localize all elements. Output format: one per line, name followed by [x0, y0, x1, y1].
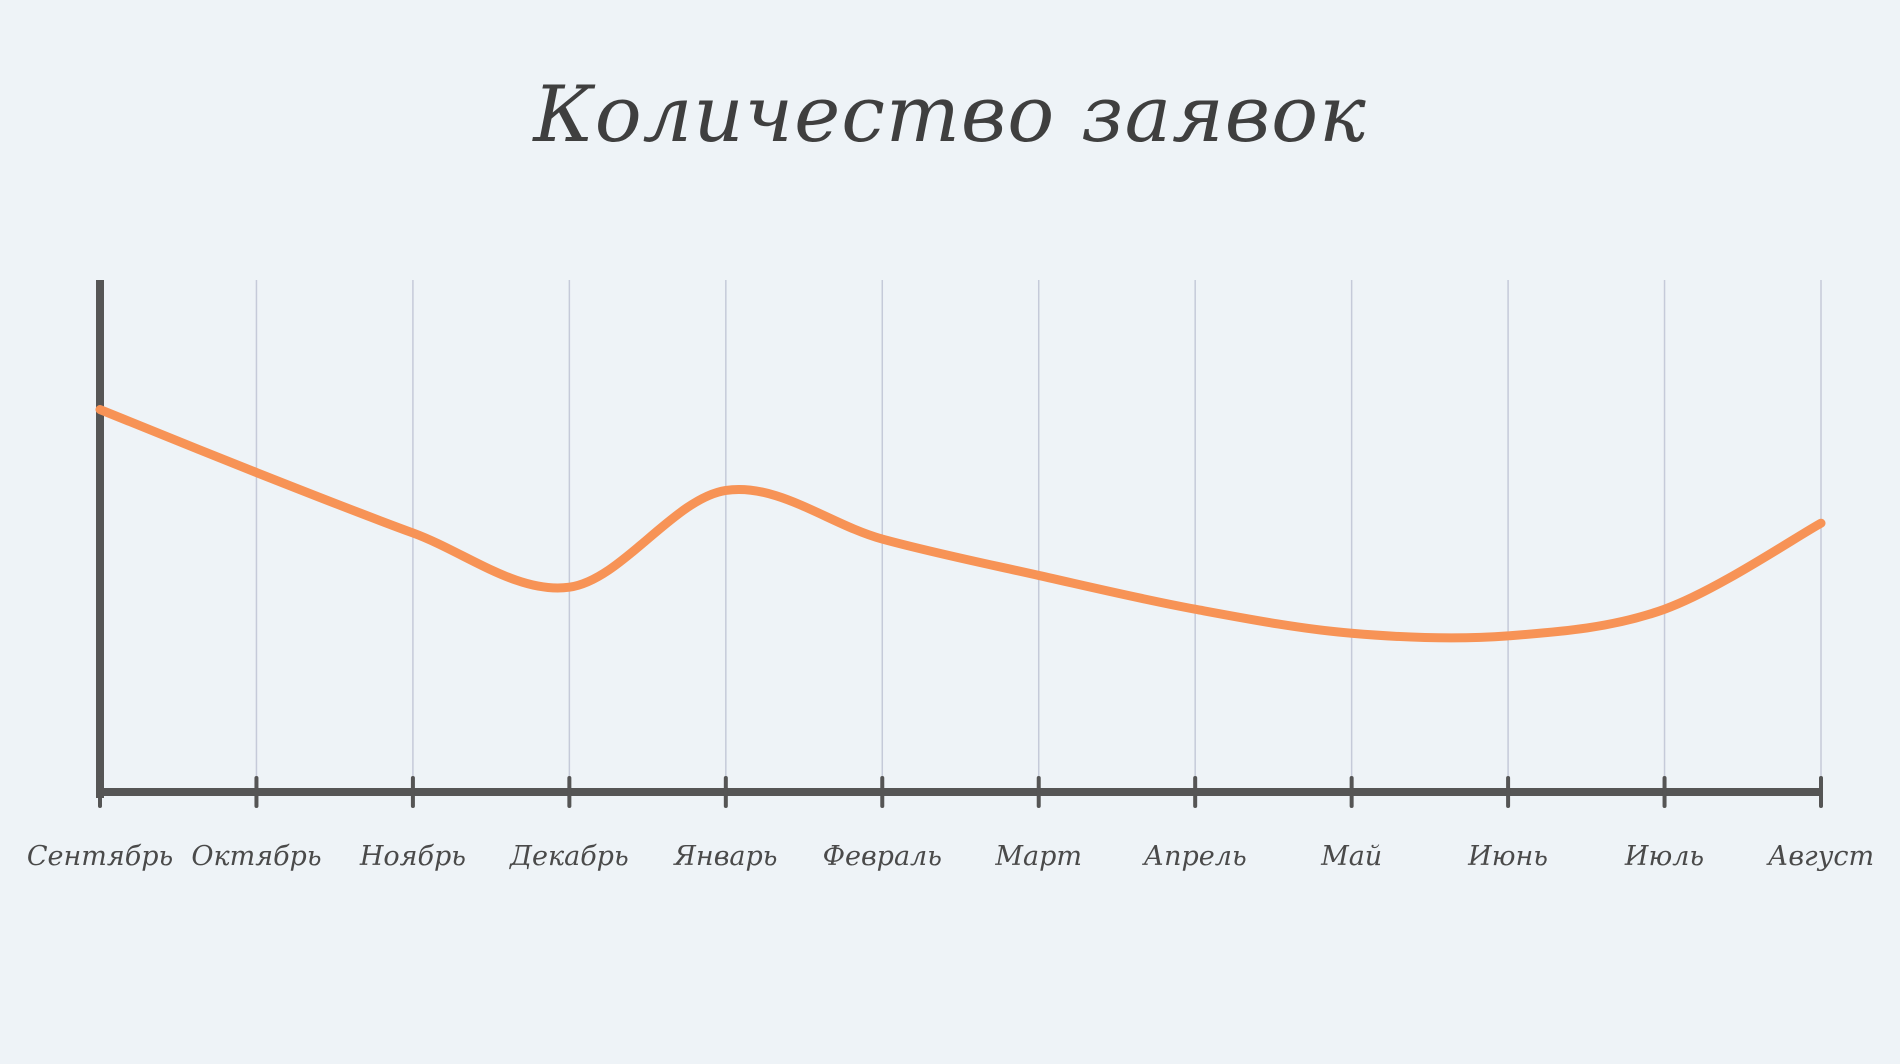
x-tick-label: Июнь — [1467, 841, 1548, 872]
x-tick-label: Сентябрь — [27, 841, 173, 872]
x-tick-label: Май — [1320, 841, 1382, 872]
x-tick-label: Октябрь — [191, 841, 321, 872]
x-tick-label: Февраль — [823, 841, 942, 872]
x-tick-label: Июль — [1624, 841, 1704, 872]
x-tick-label: Январь — [673, 841, 777, 872]
series-line — [95, 405, 1826, 643]
x-tick-label: Март — [994, 841, 1082, 872]
x-tick-label: Ноябрь — [359, 841, 466, 872]
x-tick-label: Август — [1766, 841, 1874, 872]
x-tick-label: Декабрь — [509, 841, 629, 872]
x-tick-label: Апрель — [1142, 841, 1247, 872]
chart-title: Количество заявок — [533, 70, 1367, 160]
